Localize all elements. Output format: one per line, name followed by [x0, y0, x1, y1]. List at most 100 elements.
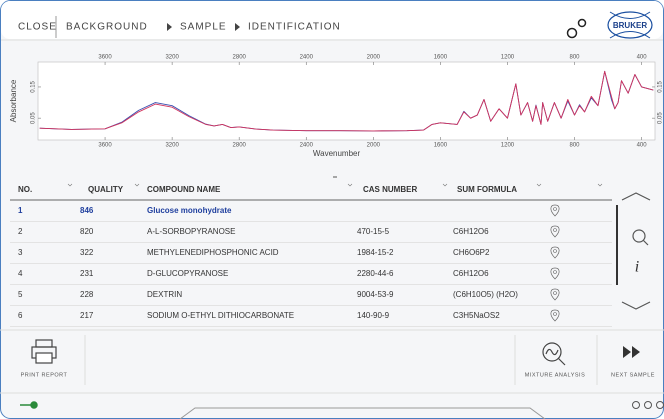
- table-cell: 2: [18, 227, 23, 236]
- location-pin: [550, 288, 560, 301]
- table-cell: 322: [80, 248, 94, 257]
- table-cell: C6H12O6: [453, 269, 489, 278]
- y-axis-label: Absorbance: [9, 79, 18, 122]
- location-pin: [550, 225, 560, 238]
- sort-icon: [442, 183, 448, 187]
- column-header[interactable]: CAS NUMBER: [363, 185, 417, 194]
- location-pin-dot: [553, 249, 557, 253]
- table-cell: C3H5NaOS2: [453, 311, 500, 320]
- location-pin: [550, 204, 560, 217]
- x-tick-label: 2800: [233, 55, 247, 61]
- table-cell: 228: [80, 290, 94, 299]
- y-tick-label: 0.05: [658, 112, 664, 124]
- table-cell: 1984-15-2: [357, 248, 394, 257]
- table-cell: 3: [18, 248, 23, 257]
- table-cell: METHYLENEDIPHOSPHONIC ACID: [147, 248, 279, 257]
- sort-icon: [347, 183, 353, 187]
- sort-icon: [134, 183, 140, 187]
- location-pin: [550, 309, 560, 322]
- table-cell: 6: [18, 311, 23, 320]
- x-tick-label: 2000: [367, 55, 381, 61]
- table-cell: 470-15-5: [357, 227, 390, 236]
- spectrum-line: [39, 70, 654, 132]
- table-cell: 1: [18, 206, 23, 215]
- table-cell: 140-90-9: [357, 311, 390, 320]
- table-row[interactable]: 4 231 D-GLUCOPYRANOSE 2280-44-6 C6H12O6: [18, 267, 560, 280]
- x-tick-label: 1200: [501, 55, 515, 61]
- info-icon[interactable]: i: [635, 259, 639, 276]
- table-cell: 217: [80, 311, 94, 320]
- x-tick-label: 2400: [300, 55, 314, 61]
- table-cell: 231: [80, 269, 94, 278]
- x-tick-label: 1600: [434, 55, 448, 61]
- x-tick-label: 2800: [233, 143, 247, 149]
- x-tick-label: 800: [570, 143, 581, 149]
- x-tick-label: 400: [637, 143, 648, 149]
- x-tick-label: 3200: [165, 143, 179, 149]
- next-sample-button[interactable]: NEXT SAMPLE: [611, 372, 655, 378]
- table-row[interactable]: 1 846 Glucose monohydrate: [18, 204, 560, 217]
- y-tick-label: 0.15: [31, 80, 37, 92]
- table-cell: 820: [80, 227, 94, 236]
- breadcrumb-item[interactable]: SAMPLE: [180, 22, 227, 33]
- x-tick-label: 3600: [98, 143, 112, 149]
- location-pin: [550, 246, 560, 259]
- x-tick-label: 3600: [98, 55, 112, 61]
- print-icon[interactable]: [31, 339, 57, 364]
- column-header[interactable]: NO.: [18, 185, 32, 194]
- table-row[interactable]: 3 322 METHYLENEDIPHOSPHONIC ACID 1984-15-2 C…: [18, 246, 560, 259]
- location-pin-dot: [553, 207, 557, 211]
- table-cell: SODIUM O-ETHYL DITHIOCARBONATE: [147, 311, 294, 320]
- next-icon[interactable]: [623, 346, 640, 358]
- table-cell: DEXTRIN: [147, 290, 182, 299]
- plot-area: [37, 61, 656, 141]
- x-tick-label: 3200: [165, 55, 179, 61]
- table-cell: 4: [18, 269, 23, 278]
- x-axis-label: Wavenumber: [313, 149, 361, 158]
- table-row[interactable]: 6 217 SODIUM O-ETHYL DITHIOCARBONATE 140-90…: [18, 309, 560, 322]
- mixture-analysis-button[interactable]: MIXTURE ANALYSIS: [525, 372, 585, 378]
- print-report-button[interactable]: PRINT REPORT: [21, 372, 68, 378]
- table-row[interactable]: 2 820 A-L-SORBOPYRANOSE 470-15-5 C6H12O6: [18, 225, 560, 238]
- location-pin: [550, 267, 560, 280]
- column-header[interactable]: SUM FORMULA: [457, 185, 517, 194]
- x-tick-label: 2400: [300, 143, 314, 149]
- y-tick-label: 0.05: [31, 112, 37, 124]
- table-cell: 5: [18, 290, 23, 299]
- mixture-icon[interactable]: [542, 342, 566, 366]
- page-dots[interactable]: [632, 401, 664, 409]
- location-pin-dot: [553, 228, 557, 232]
- column-header[interactable]: QUALITY: [88, 185, 124, 194]
- location-pin-dot: [553, 270, 557, 274]
- location-pin-dot: [553, 312, 557, 316]
- y-tick-label: 0.15: [658, 80, 664, 92]
- x-tick-label: 400: [637, 55, 648, 61]
- table-cell: (C6H10O5) (H2O): [453, 290, 518, 299]
- x-tick-label: 800: [570, 55, 581, 61]
- x-tick-label: 2000: [367, 143, 381, 149]
- table-cell: 9004-53-9: [357, 290, 394, 299]
- breadcrumb-arrow: [235, 23, 240, 31]
- scroll-controls[interactable]: [616, 192, 651, 310]
- table-cell: Glucose monohydrate: [147, 206, 232, 215]
- breadcrumb-item: IDENTIFICATION: [248, 22, 341, 33]
- drawer-tab[interactable]: [179, 407, 546, 419]
- sort-icon: [597, 183, 603, 187]
- table-cell: CH6O6P2: [453, 248, 490, 257]
- sort-icon: [536, 183, 542, 187]
- column-header[interactable]: COMPOUND NAME: [147, 185, 221, 194]
- table-cell: D-GLUCOPYRANOSE: [147, 269, 228, 278]
- table-cell: A-L-SORBOPYRANOSE: [147, 227, 235, 236]
- sort-icon: [67, 183, 73, 187]
- x-tick-label: 1200: [501, 143, 515, 149]
- table-cell: 846: [80, 206, 94, 215]
- table-row[interactable]: 5 228 DEXTRIN 9004-53-9 (C6H10O5) (H2O): [18, 288, 560, 301]
- breadcrumb-item[interactable]: BACKGROUND: [66, 22, 148, 33]
- settings-icon[interactable]: [566, 18, 587, 39]
- table-cell: 2280-44-6: [357, 269, 394, 278]
- close-button[interactable]: CLOSE: [18, 22, 57, 33]
- table-cell: C6H12O6: [453, 227, 489, 236]
- logo-text: BRUKER: [613, 21, 647, 30]
- header-bar: [1, 1, 663, 39]
